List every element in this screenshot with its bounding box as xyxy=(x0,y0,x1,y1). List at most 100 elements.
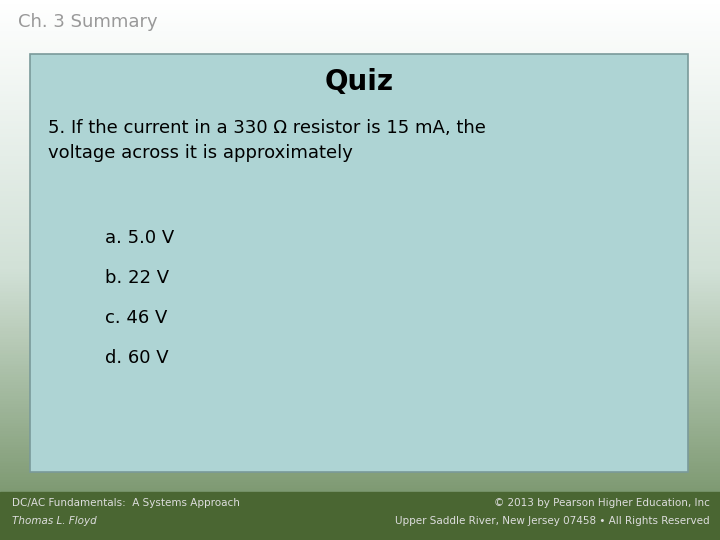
Bar xyxy=(0,51,720,54)
Bar xyxy=(0,243,720,246)
Bar xyxy=(0,157,720,159)
Bar xyxy=(0,30,720,32)
Bar xyxy=(0,348,720,351)
Bar xyxy=(0,81,720,84)
Bar xyxy=(0,240,720,243)
Bar xyxy=(0,14,720,16)
Text: b. 22 V: b. 22 V xyxy=(105,269,169,287)
Bar xyxy=(0,278,720,281)
Bar xyxy=(0,0,720,3)
Bar xyxy=(0,416,720,418)
Bar xyxy=(0,138,720,140)
Bar xyxy=(0,319,720,321)
Bar xyxy=(0,224,720,227)
Bar xyxy=(0,481,720,483)
Bar xyxy=(0,281,720,284)
Bar xyxy=(0,176,720,178)
Bar xyxy=(0,378,720,381)
Bar xyxy=(0,467,720,470)
Bar xyxy=(0,24,720,27)
Bar xyxy=(0,446,720,448)
Bar xyxy=(0,343,720,346)
Bar xyxy=(0,70,720,73)
Bar xyxy=(0,94,720,97)
Bar xyxy=(0,103,720,105)
Bar xyxy=(0,413,720,416)
Bar xyxy=(0,394,720,397)
Bar xyxy=(0,392,720,394)
Bar xyxy=(0,59,720,62)
Bar xyxy=(0,335,720,338)
Bar xyxy=(0,5,720,8)
Bar xyxy=(0,410,720,413)
Bar xyxy=(0,329,720,332)
Bar xyxy=(0,148,720,151)
Bar xyxy=(0,305,720,308)
Bar xyxy=(0,170,720,173)
Bar xyxy=(0,65,720,68)
Bar xyxy=(0,116,720,119)
Bar xyxy=(0,35,720,38)
Text: Upper Saddle River, New Jersey 07458 • All Rights Reserved: Upper Saddle River, New Jersey 07458 • A… xyxy=(395,516,710,526)
Bar xyxy=(0,529,720,532)
Bar xyxy=(0,211,720,213)
Bar xyxy=(0,400,720,402)
Bar xyxy=(0,381,720,383)
Bar xyxy=(0,470,720,472)
Bar xyxy=(0,492,720,540)
Bar xyxy=(0,324,720,327)
Bar xyxy=(0,235,720,238)
Bar xyxy=(0,373,720,375)
Bar xyxy=(0,510,720,513)
Bar xyxy=(0,265,720,267)
Bar xyxy=(0,521,720,524)
Bar xyxy=(0,440,720,443)
Bar xyxy=(0,273,720,275)
Bar xyxy=(0,483,720,486)
Bar xyxy=(0,76,720,78)
Bar xyxy=(0,208,720,211)
Text: DC/AC Fundamentals:  A Systems Approach: DC/AC Fundamentals: A Systems Approach xyxy=(12,498,240,508)
Bar xyxy=(0,119,720,122)
Bar xyxy=(0,184,720,186)
Bar xyxy=(0,165,720,167)
Bar xyxy=(0,437,720,440)
Bar xyxy=(0,151,720,154)
Bar xyxy=(0,310,720,313)
Bar xyxy=(0,267,720,270)
Bar xyxy=(0,11,720,14)
Bar xyxy=(0,491,720,494)
Bar xyxy=(0,127,720,130)
Bar xyxy=(0,54,720,57)
Bar xyxy=(0,46,720,49)
Text: Ch. 3 Summary: Ch. 3 Summary xyxy=(18,13,158,31)
Bar xyxy=(0,427,720,429)
Bar xyxy=(0,435,720,437)
Bar xyxy=(0,124,720,127)
Bar xyxy=(0,524,720,526)
Bar xyxy=(0,332,720,335)
Bar xyxy=(0,227,720,229)
Bar xyxy=(0,356,720,359)
Bar xyxy=(0,429,720,432)
Bar xyxy=(0,532,720,535)
Bar xyxy=(0,383,720,386)
Bar xyxy=(0,230,720,232)
Bar xyxy=(0,73,720,76)
Bar xyxy=(0,38,720,40)
Bar xyxy=(0,167,720,170)
Bar xyxy=(0,105,720,108)
Bar xyxy=(0,84,720,86)
Bar xyxy=(0,462,720,464)
Bar xyxy=(0,49,720,51)
Bar xyxy=(0,238,720,240)
Bar xyxy=(0,154,720,157)
Bar xyxy=(0,221,720,224)
Bar xyxy=(0,313,720,316)
Bar xyxy=(0,3,720,5)
Bar xyxy=(0,132,720,135)
Text: Quiz: Quiz xyxy=(325,68,394,96)
Bar xyxy=(0,502,720,505)
Bar xyxy=(0,43,720,46)
Bar xyxy=(0,275,720,278)
